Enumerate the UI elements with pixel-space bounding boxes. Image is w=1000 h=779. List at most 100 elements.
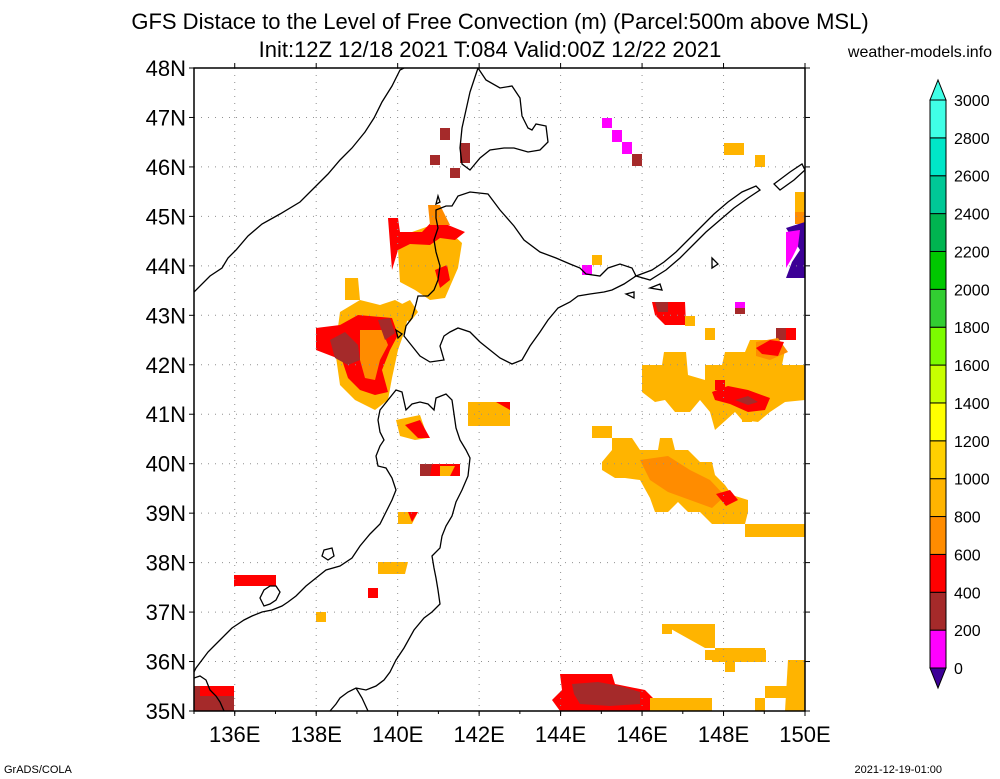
lat-tick-label: 41N: [146, 402, 186, 427]
field-patch-brown: [735, 396, 758, 405]
coastline-mainland: [194, 68, 405, 293]
field-cell: [450, 168, 460, 178]
field-patch-orange: [640, 456, 725, 508]
field-cell: [582, 265, 592, 275]
field-patch-brown: [655, 302, 668, 312]
lfc-field-layer: [194, 118, 805, 711]
colorbar-swatch: [929, 99, 947, 139]
field-patch-orange: [316, 612, 326, 622]
colorbar-swatch: [929, 553, 947, 593]
coastline-honshu-west: [194, 399, 397, 673]
lat-tick-label: 36N: [146, 650, 186, 675]
coastline-okushiri: [394, 328, 404, 340]
field-cell: [755, 698, 765, 711]
field-patch-orange: [745, 524, 805, 537]
field-patch-red: [756, 340, 784, 356]
field-cell: [430, 155, 440, 165]
coastline-kii: [194, 675, 225, 711]
lat-tick-label: 37N: [146, 600, 186, 625]
field-cell: [632, 154, 642, 166]
coastline-noto: [259, 585, 281, 607]
coastline-sado: [321, 547, 335, 561]
field-cell: [685, 316, 695, 326]
lat-tick-label: 40N: [146, 452, 186, 477]
map-subtitle: Init:12Z 12/18 2021 T:084 Valid:00Z 12/2…: [258, 37, 722, 62]
field-cell: [786, 328, 796, 340]
field-cell: [725, 660, 735, 672]
plot-frame: [193, 67, 806, 712]
colorbar-label: 3000: [954, 93, 990, 110]
colorbar-label: 800: [954, 510, 981, 527]
colorbar-label: 1400: [954, 396, 990, 413]
lon-tick-label: 146E: [616, 722, 667, 747]
colorbar-label: 200: [954, 623, 981, 640]
lon-tick-label: 148E: [698, 722, 749, 747]
colorbar-swatch: [929, 402, 947, 442]
colorbar-min-arrow: [929, 667, 947, 690]
field-patch-orange: [345, 278, 360, 300]
field-cell: [755, 155, 765, 167]
lat-tick-label: 47N: [146, 105, 186, 130]
field-patch-red: [368, 588, 378, 598]
lat-tick-label: 35N: [146, 699, 186, 724]
coastline-sakhalin: [459, 68, 549, 171]
lat-tick-label: 43N: [146, 303, 186, 328]
field-cell: [622, 142, 632, 154]
field-patch-red: [200, 686, 234, 696]
field-patch-magenta: [786, 230, 800, 268]
colorbar-label: 400: [954, 585, 981, 602]
lon-tick-label: 150E: [779, 722, 830, 747]
field-cell: [735, 302, 745, 308]
field-cell: [742, 412, 752, 422]
field-patch-red: [388, 215, 465, 270]
colorbar-label: 600: [954, 547, 981, 564]
colorbar-label: 1600: [954, 358, 990, 375]
colorbar-label: 2200: [954, 244, 990, 261]
field-patch-brown: [572, 682, 640, 706]
colorbar-swatch: [929, 175, 947, 215]
field-patch-brown: [330, 332, 360, 365]
colorbar-label: 2000: [954, 282, 990, 299]
field-cell: [662, 624, 672, 634]
coastline-kuril-3: [711, 256, 720, 270]
coastline-izu-1: [355, 687, 369, 711]
coastline-kuril-2: [773, 163, 805, 191]
field-cell: [612, 130, 622, 142]
lat-tick-label: 44N: [146, 254, 186, 279]
field-cell: [705, 328, 715, 340]
field-patch-red: [496, 402, 510, 410]
colorbar-label: 2400: [954, 207, 990, 224]
field-patch-red: [405, 420, 430, 438]
field-patch-red: [234, 575, 276, 586]
field-patch-purple: [786, 222, 805, 278]
lat-tick-label: 46N: [146, 155, 186, 180]
field-patch-orange: [428, 205, 450, 225]
colorbar-max-arrow: [929, 78, 947, 101]
field-patch-red: [408, 512, 418, 522]
coastline-kuril-1: [633, 185, 762, 281]
map-title: GFS Distace to the Level of Free Convect…: [131, 9, 869, 34]
colorbar-swatch: [929, 213, 947, 252]
field-patch-orange: [785, 660, 805, 711]
colorbar-swatch: [929, 478, 947, 518]
colorbar-swatch: [929, 591, 947, 631]
footer-software: GrADS/COLA: [4, 764, 72, 776]
credit-text: weather-models.info: [847, 44, 992, 61]
field-cell: [724, 143, 744, 155]
footer-timestamp: 2021-12-19-01:00: [854, 764, 942, 776]
colorbar-label: 1800: [954, 320, 990, 337]
colorbar-label: 1200: [954, 434, 990, 451]
field-cell: [712, 650, 766, 662]
lat-tick-label: 38N: [146, 551, 186, 576]
colorbar-swatch: [929, 250, 947, 290]
colorbar-label: 0: [954, 661, 963, 678]
colorbar-label: 2800: [954, 131, 990, 148]
lon-tick-label: 144E: [535, 722, 586, 747]
lon-tick-label: 140E: [372, 722, 423, 747]
lon-tick-label: 138E: [291, 722, 342, 747]
field-cell: [440, 128, 450, 140]
coastline-hokkaido: [403, 191, 637, 365]
lat-tick-label: 42N: [146, 353, 186, 378]
field-cell: [460, 143, 470, 163]
lat-tick-label: 39N: [146, 501, 186, 526]
